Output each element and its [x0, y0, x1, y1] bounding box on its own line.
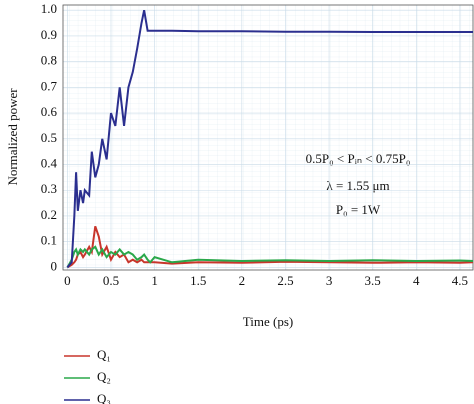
plot-area	[63, 5, 473, 270]
y-tick-label: 0.7	[41, 78, 58, 93]
plot-frame	[62, 4, 474, 271]
y-tick-label: 0.4	[41, 155, 58, 170]
y-tick-label: 0.2	[41, 207, 57, 222]
x-tick-label: 4	[413, 273, 420, 288]
y-axis-label: Normalized power	[5, 88, 20, 186]
y-tick-label: 0.1	[41, 233, 57, 248]
x-tick-label: 4.5	[452, 273, 468, 288]
y-tick-label: 0.5	[41, 130, 57, 145]
annotation: 0.5P₀ < Pᵢₙ < 0.75P₀	[306, 151, 411, 166]
legend-label: Q₃	[97, 391, 111, 404]
x-axis-label: Time (ps)	[243, 314, 293, 329]
data-line	[66, 9, 473, 269]
y-tick-label: 0	[51, 258, 58, 273]
legend-label: Q₂	[97, 369, 111, 384]
annotation: λ = 1.55 μm	[326, 178, 389, 193]
x-tick-label: 3	[326, 273, 333, 288]
data-line	[66, 245, 474, 268]
y-tick-label: 1.0	[41, 1, 57, 16]
y-tick-label: 0.9	[41, 27, 57, 42]
x-tick-label: 2.5	[277, 273, 293, 288]
y-tick-label: 0.6	[41, 104, 58, 119]
x-tick-label: 0.5	[103, 273, 119, 288]
annotation: P₀ = 1W	[336, 202, 381, 217]
x-tick-label: 1.5	[190, 273, 206, 288]
y-tick-label: 0.3	[41, 181, 57, 196]
y-tick-label: 0.8	[41, 53, 57, 68]
legend-label: Q₁	[97, 347, 111, 362]
x-tick-label: 3.5	[365, 273, 381, 288]
x-tick-label: 2	[239, 273, 246, 288]
x-tick-label: 0	[64, 273, 71, 288]
x-tick-label: 1	[151, 273, 158, 288]
